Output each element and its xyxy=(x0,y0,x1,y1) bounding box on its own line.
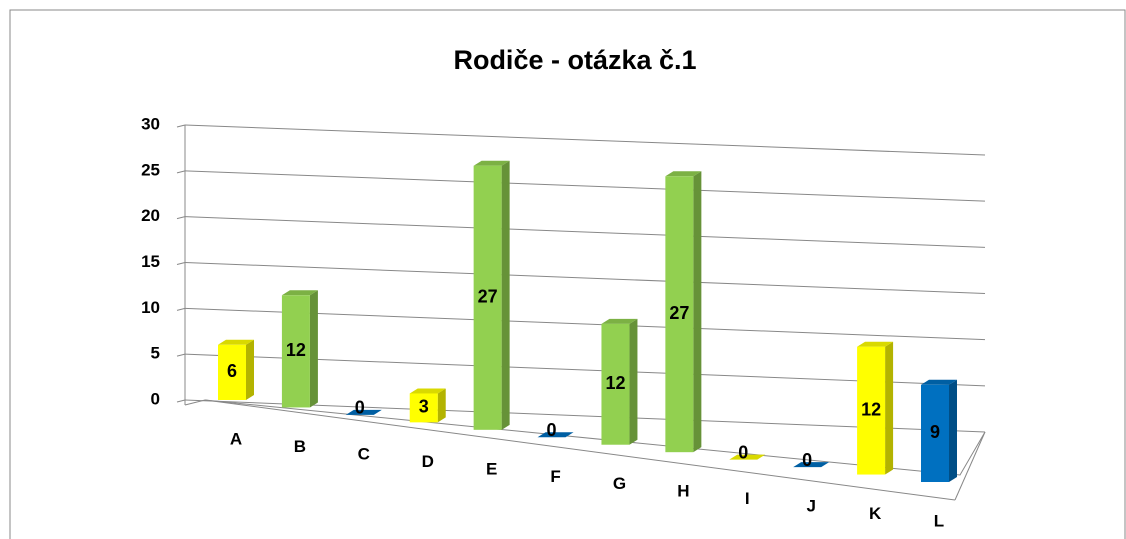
y-tick-label: 25 xyxy=(141,160,160,179)
tick-mark xyxy=(176,353,186,357)
bar-front xyxy=(857,346,886,475)
x-tick-label: E xyxy=(486,459,497,478)
x-tick-label: L xyxy=(934,511,944,530)
bar-side xyxy=(501,160,510,430)
floor xyxy=(184,399,986,476)
grid-line xyxy=(184,399,986,433)
chart-frame xyxy=(9,9,1126,539)
bar-top xyxy=(537,432,574,438)
data-label: 0 xyxy=(355,398,365,418)
bar xyxy=(218,339,254,400)
bar-side xyxy=(309,290,318,408)
x-tick-label: J xyxy=(806,497,815,516)
bar xyxy=(537,432,574,438)
grid-line xyxy=(184,353,986,387)
bar-side xyxy=(885,341,894,475)
data-label: 9 xyxy=(930,422,940,442)
data-label: 0 xyxy=(547,420,557,440)
bar-front xyxy=(665,176,694,453)
x-tick-label: I xyxy=(745,489,750,508)
tick-mark xyxy=(176,170,186,174)
grid-line xyxy=(184,262,986,294)
bar-side xyxy=(629,318,638,445)
bar-top xyxy=(793,462,830,468)
bar xyxy=(729,454,766,460)
y-tick-label: 5 xyxy=(151,344,160,363)
bar-top xyxy=(729,454,766,460)
data-label: 0 xyxy=(802,450,812,470)
tick-mark xyxy=(176,399,186,403)
grid-line xyxy=(184,124,986,156)
bar-top xyxy=(665,171,702,177)
floor-right xyxy=(954,431,986,501)
x-tick-label: F xyxy=(550,467,560,486)
bar-front xyxy=(921,384,949,482)
data-label: 12 xyxy=(286,340,306,360)
tick-mark xyxy=(176,124,186,128)
grid-line xyxy=(184,216,986,248)
data-label: 6 xyxy=(227,361,237,381)
bar-top xyxy=(345,409,382,415)
bar-side xyxy=(437,388,446,423)
y-tick-label: 15 xyxy=(141,252,160,271)
chart-title: Rodiče - otázka č.1 xyxy=(453,45,696,75)
data-label: 12 xyxy=(605,373,625,393)
x-tick-label: G xyxy=(613,474,626,493)
x-tick-label: H xyxy=(677,482,689,501)
bar xyxy=(281,290,318,408)
bar xyxy=(921,379,957,482)
x-tick-label: B xyxy=(294,437,306,456)
bar-front xyxy=(281,295,310,408)
y-tick-label: 0 xyxy=(151,389,160,408)
bar-front xyxy=(601,323,630,445)
tick-mark xyxy=(176,262,186,265)
bar-top xyxy=(218,339,254,345)
bar xyxy=(793,462,830,468)
data-label: 3 xyxy=(419,397,429,417)
grid-line xyxy=(184,170,986,202)
data-label: 27 xyxy=(478,287,498,307)
bar xyxy=(665,171,702,453)
data-label: 12 xyxy=(861,399,881,419)
bar xyxy=(473,160,510,430)
bar-top xyxy=(921,379,957,385)
x-tick-label: C xyxy=(358,444,370,463)
y-tick-label: 30 xyxy=(141,114,160,133)
bar xyxy=(857,341,894,475)
bar-side xyxy=(246,339,254,400)
grid-line xyxy=(184,307,986,341)
x-tick-label: A xyxy=(230,429,242,448)
bar xyxy=(409,388,446,423)
data-label: 27 xyxy=(669,303,689,323)
tick-mark xyxy=(176,307,186,311)
bar-top xyxy=(857,341,894,347)
bar-side xyxy=(693,171,702,453)
tick-mark xyxy=(176,216,186,220)
bar-front xyxy=(218,344,246,400)
bar-side xyxy=(949,379,957,482)
bar-top xyxy=(601,318,638,324)
floor-front xyxy=(204,399,956,501)
x-tick-label: D xyxy=(422,452,434,471)
bar-front xyxy=(473,165,502,430)
bar-top xyxy=(409,388,446,394)
data-label: 0 xyxy=(738,442,748,462)
bar xyxy=(345,409,382,415)
bar-top xyxy=(281,290,318,296)
y-tick-label: 20 xyxy=(141,206,160,225)
bar xyxy=(601,318,638,445)
bar-top xyxy=(473,160,510,166)
y-tick-label: 10 xyxy=(141,298,160,317)
x-tick-label: K xyxy=(869,504,882,523)
bar-front xyxy=(409,393,438,423)
